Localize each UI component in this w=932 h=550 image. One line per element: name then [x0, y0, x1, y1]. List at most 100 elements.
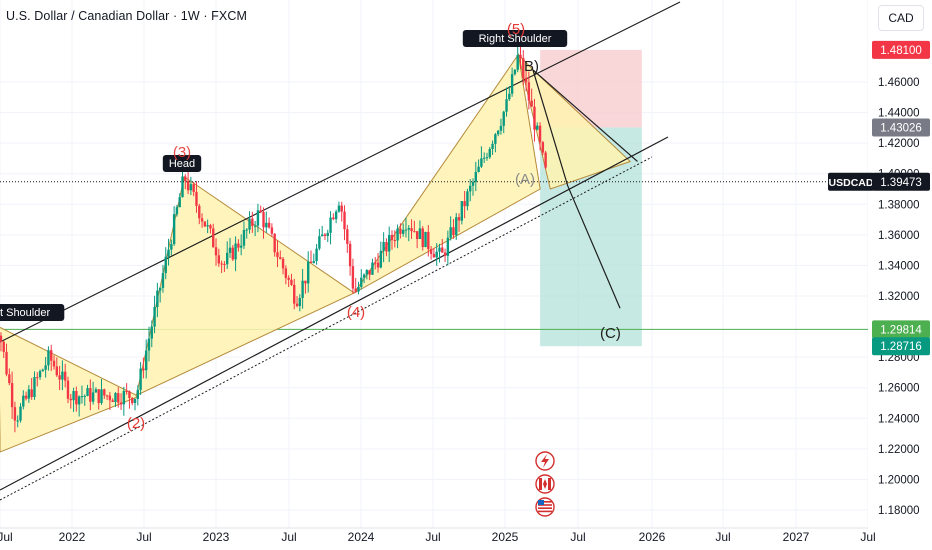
candle-down: [374, 262, 377, 264]
candle-down: [2, 341, 5, 352]
us-flag-icon[interactable]: [535, 497, 555, 517]
candle-down: [117, 393, 120, 403]
candle-up: [357, 286, 360, 292]
y-tick-label: 1.42000: [878, 138, 920, 150]
y-tick-label: 1.34000: [878, 260, 920, 272]
candle-up: [139, 368, 142, 390]
candle-down: [541, 142, 545, 153]
candle-up: [460, 201, 464, 221]
candle-down: [75, 391, 78, 405]
candle-down: [231, 247, 234, 260]
support-dotted-line: [0, 156, 653, 501]
candle-down: [281, 258, 285, 269]
candle-down: [421, 228, 424, 247]
candle-up: [189, 184, 193, 191]
candle-up: [362, 274, 366, 278]
candle-down: [5, 351, 8, 375]
candle-up: [471, 181, 475, 186]
candle-down: [368, 270, 371, 275]
candle-up: [47, 350, 50, 366]
candle-up: [516, 54, 519, 70]
candle-down: [290, 279, 293, 285]
candle-down: [203, 221, 207, 227]
candle-up: [44, 365, 47, 370]
candle-up: [248, 218, 251, 230]
candle-down: [13, 407, 17, 421]
candle-up: [94, 389, 98, 393]
candle-down: [385, 241, 388, 252]
candle-down: [52, 360, 56, 367]
chart-title: U.S. Dollar / Canadian Dollar · 1W · FXC…: [6, 9, 247, 23]
candle-down: [103, 389, 106, 396]
candle-up: [86, 388, 89, 396]
price-tag-entry: [872, 118, 930, 137]
candle-up: [513, 69, 517, 75]
canada-flag-icon[interactable]: [535, 474, 555, 494]
wave-label-c: (C): [600, 325, 621, 342]
candle-up: [156, 290, 159, 308]
x-tick-label: Jul: [715, 530, 730, 544]
candle-up: [234, 243, 237, 260]
x-tick-label: Jul: [425, 530, 440, 544]
candle-up: [41, 369, 45, 372]
candle-up: [253, 225, 257, 227]
price-scale[interactable]: [868, 0, 932, 550]
candle-up: [225, 252, 229, 265]
us-flag-stripe: [538, 507, 552, 509]
y-tick-label: 1.32000: [878, 291, 920, 303]
candle-down: [323, 234, 327, 236]
channel-upper-line: [0, 1, 681, 343]
candle-up: [153, 307, 156, 327]
candle-down: [259, 210, 262, 213]
candle-down: [24, 395, 28, 399]
y-tick-label: 1.22000: [878, 444, 920, 456]
x-tick-label: 2026: [639, 530, 666, 544]
candle-down: [273, 233, 276, 253]
candle-up: [206, 225, 209, 227]
candle-up: [136, 389, 140, 399]
candle-up: [329, 217, 332, 233]
candle-up: [446, 237, 450, 256]
candle-up: [16, 420, 19, 422]
candle-down: [30, 389, 33, 397]
candle-down: [108, 395, 112, 401]
candle-up: [496, 130, 500, 135]
candle-down: [142, 368, 145, 371]
lightning-icon[interactable]: [535, 451, 555, 471]
y-tick-label: 1.26000: [878, 383, 920, 395]
candle-down: [463, 201, 466, 207]
candle-down: [427, 231, 430, 250]
candle-down: [125, 390, 128, 392]
candle-down: [293, 284, 296, 304]
candle-down: [267, 222, 271, 228]
y-tick-label: 1.36000: [878, 230, 920, 242]
candle-up: [242, 229, 246, 246]
candle-up: [256, 210, 260, 226]
candle-down: [237, 243, 240, 248]
currency-selector[interactable]: CAD: [878, 5, 924, 31]
candle-down: [533, 106, 536, 130]
candle-up: [27, 389, 31, 399]
candle-down: [195, 191, 198, 206]
candle-down: [209, 225, 212, 229]
candle-down: [270, 227, 274, 234]
candle-up: [482, 157, 486, 159]
x-tick-label: 2027: [783, 530, 810, 544]
candle-up: [298, 297, 302, 307]
candle-down: [97, 389, 100, 404]
candle-down: [443, 252, 447, 256]
candle-up: [396, 228, 399, 241]
wave-label-a: (A): [515, 171, 535, 188]
wave-label-b: B): [524, 58, 539, 75]
candle-down: [399, 228, 402, 234]
candle-down: [295, 303, 299, 307]
candle-down: [348, 243, 352, 267]
y-tick-label: 1.24000: [878, 413, 920, 425]
candle-up: [312, 261, 315, 263]
candle-up: [147, 338, 151, 351]
y-tick-label: 1.44000: [878, 108, 920, 120]
candle-down: [198, 205, 201, 219]
candle-up: [133, 398, 137, 404]
wave-label: (3): [173, 144, 191, 161]
